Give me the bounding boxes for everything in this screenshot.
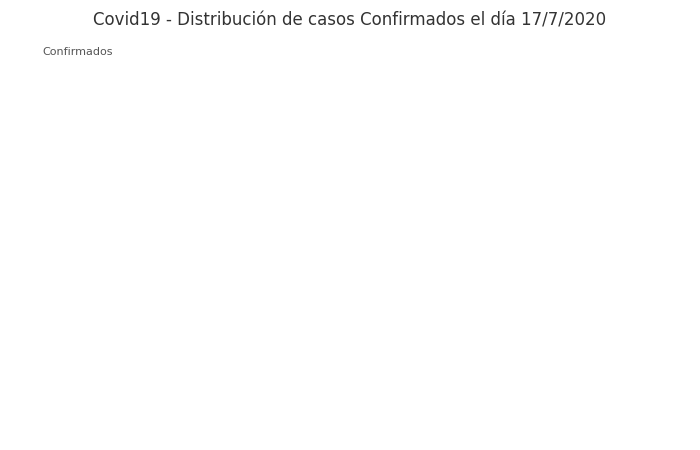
Text: Entre Ríos: Entre Ríos <box>600 406 644 415</box>
Text: 21: 21 <box>638 375 648 381</box>
Text: 3002: 3002 <box>70 155 108 169</box>
Text: 1%: 1% <box>600 417 612 426</box>
Text: 2%: 2% <box>473 374 492 384</box>
Text: 1%: 1% <box>659 344 673 353</box>
Text: Covid19 - Distribución de casos Confirmados el día 17/7/2020: Covid19 - Distribución de casos Confirma… <box>93 11 607 29</box>
Text: 24: 24 <box>600 412 610 421</box>
Text: Ciudad de Buenos Aires: Ciudad de Buenos Aires <box>485 88 651 101</box>
Text: Río Negro: Río Negro <box>538 396 592 406</box>
Text: 57: 57 <box>538 403 551 413</box>
Text: Chaco: Chaco <box>538 337 575 347</box>
Text: 0.46%: 0.46% <box>638 380 663 387</box>
Text: 1081: 1081 <box>485 126 519 140</box>
Text: Santa Cruz: Santa Cruz <box>669 370 700 375</box>
Text: Buenos Aires: Buenos Aires <box>70 101 173 115</box>
Text: 107: 107 <box>473 359 496 369</box>
Text: 24%: 24% <box>485 165 514 178</box>
Text: 26: 26 <box>600 375 610 384</box>
Text: 66%: 66% <box>70 209 104 223</box>
Text: 1%: 1% <box>538 354 556 364</box>
Text: Neuquén: Neuquén <box>659 334 699 344</box>
Text: Corr.: Corr. <box>638 406 655 412</box>
Text: 1%: 1% <box>601 344 617 353</box>
Text: 20: 20 <box>669 375 678 380</box>
Text: 16: 16 <box>638 412 646 417</box>
Text: 49: 49 <box>601 339 614 348</box>
Text: Confirmados: Confirmados <box>42 47 113 57</box>
Text: 65: 65 <box>538 346 553 356</box>
Text: Córdoba: Córdoba <box>601 334 643 343</box>
Text: Jujuy: Jujuy <box>473 343 505 353</box>
Text: Santa Fe: Santa Fe <box>600 370 638 379</box>
Text: Salta: Salta <box>662 406 678 412</box>
Text: 1%: 1% <box>538 410 554 420</box>
Text: Formosa: Formosa <box>638 370 672 376</box>
Text: 1%: 1% <box>600 380 612 389</box>
Text: 14: 14 <box>662 412 669 417</box>
Text: 29: 29 <box>659 339 670 348</box>
